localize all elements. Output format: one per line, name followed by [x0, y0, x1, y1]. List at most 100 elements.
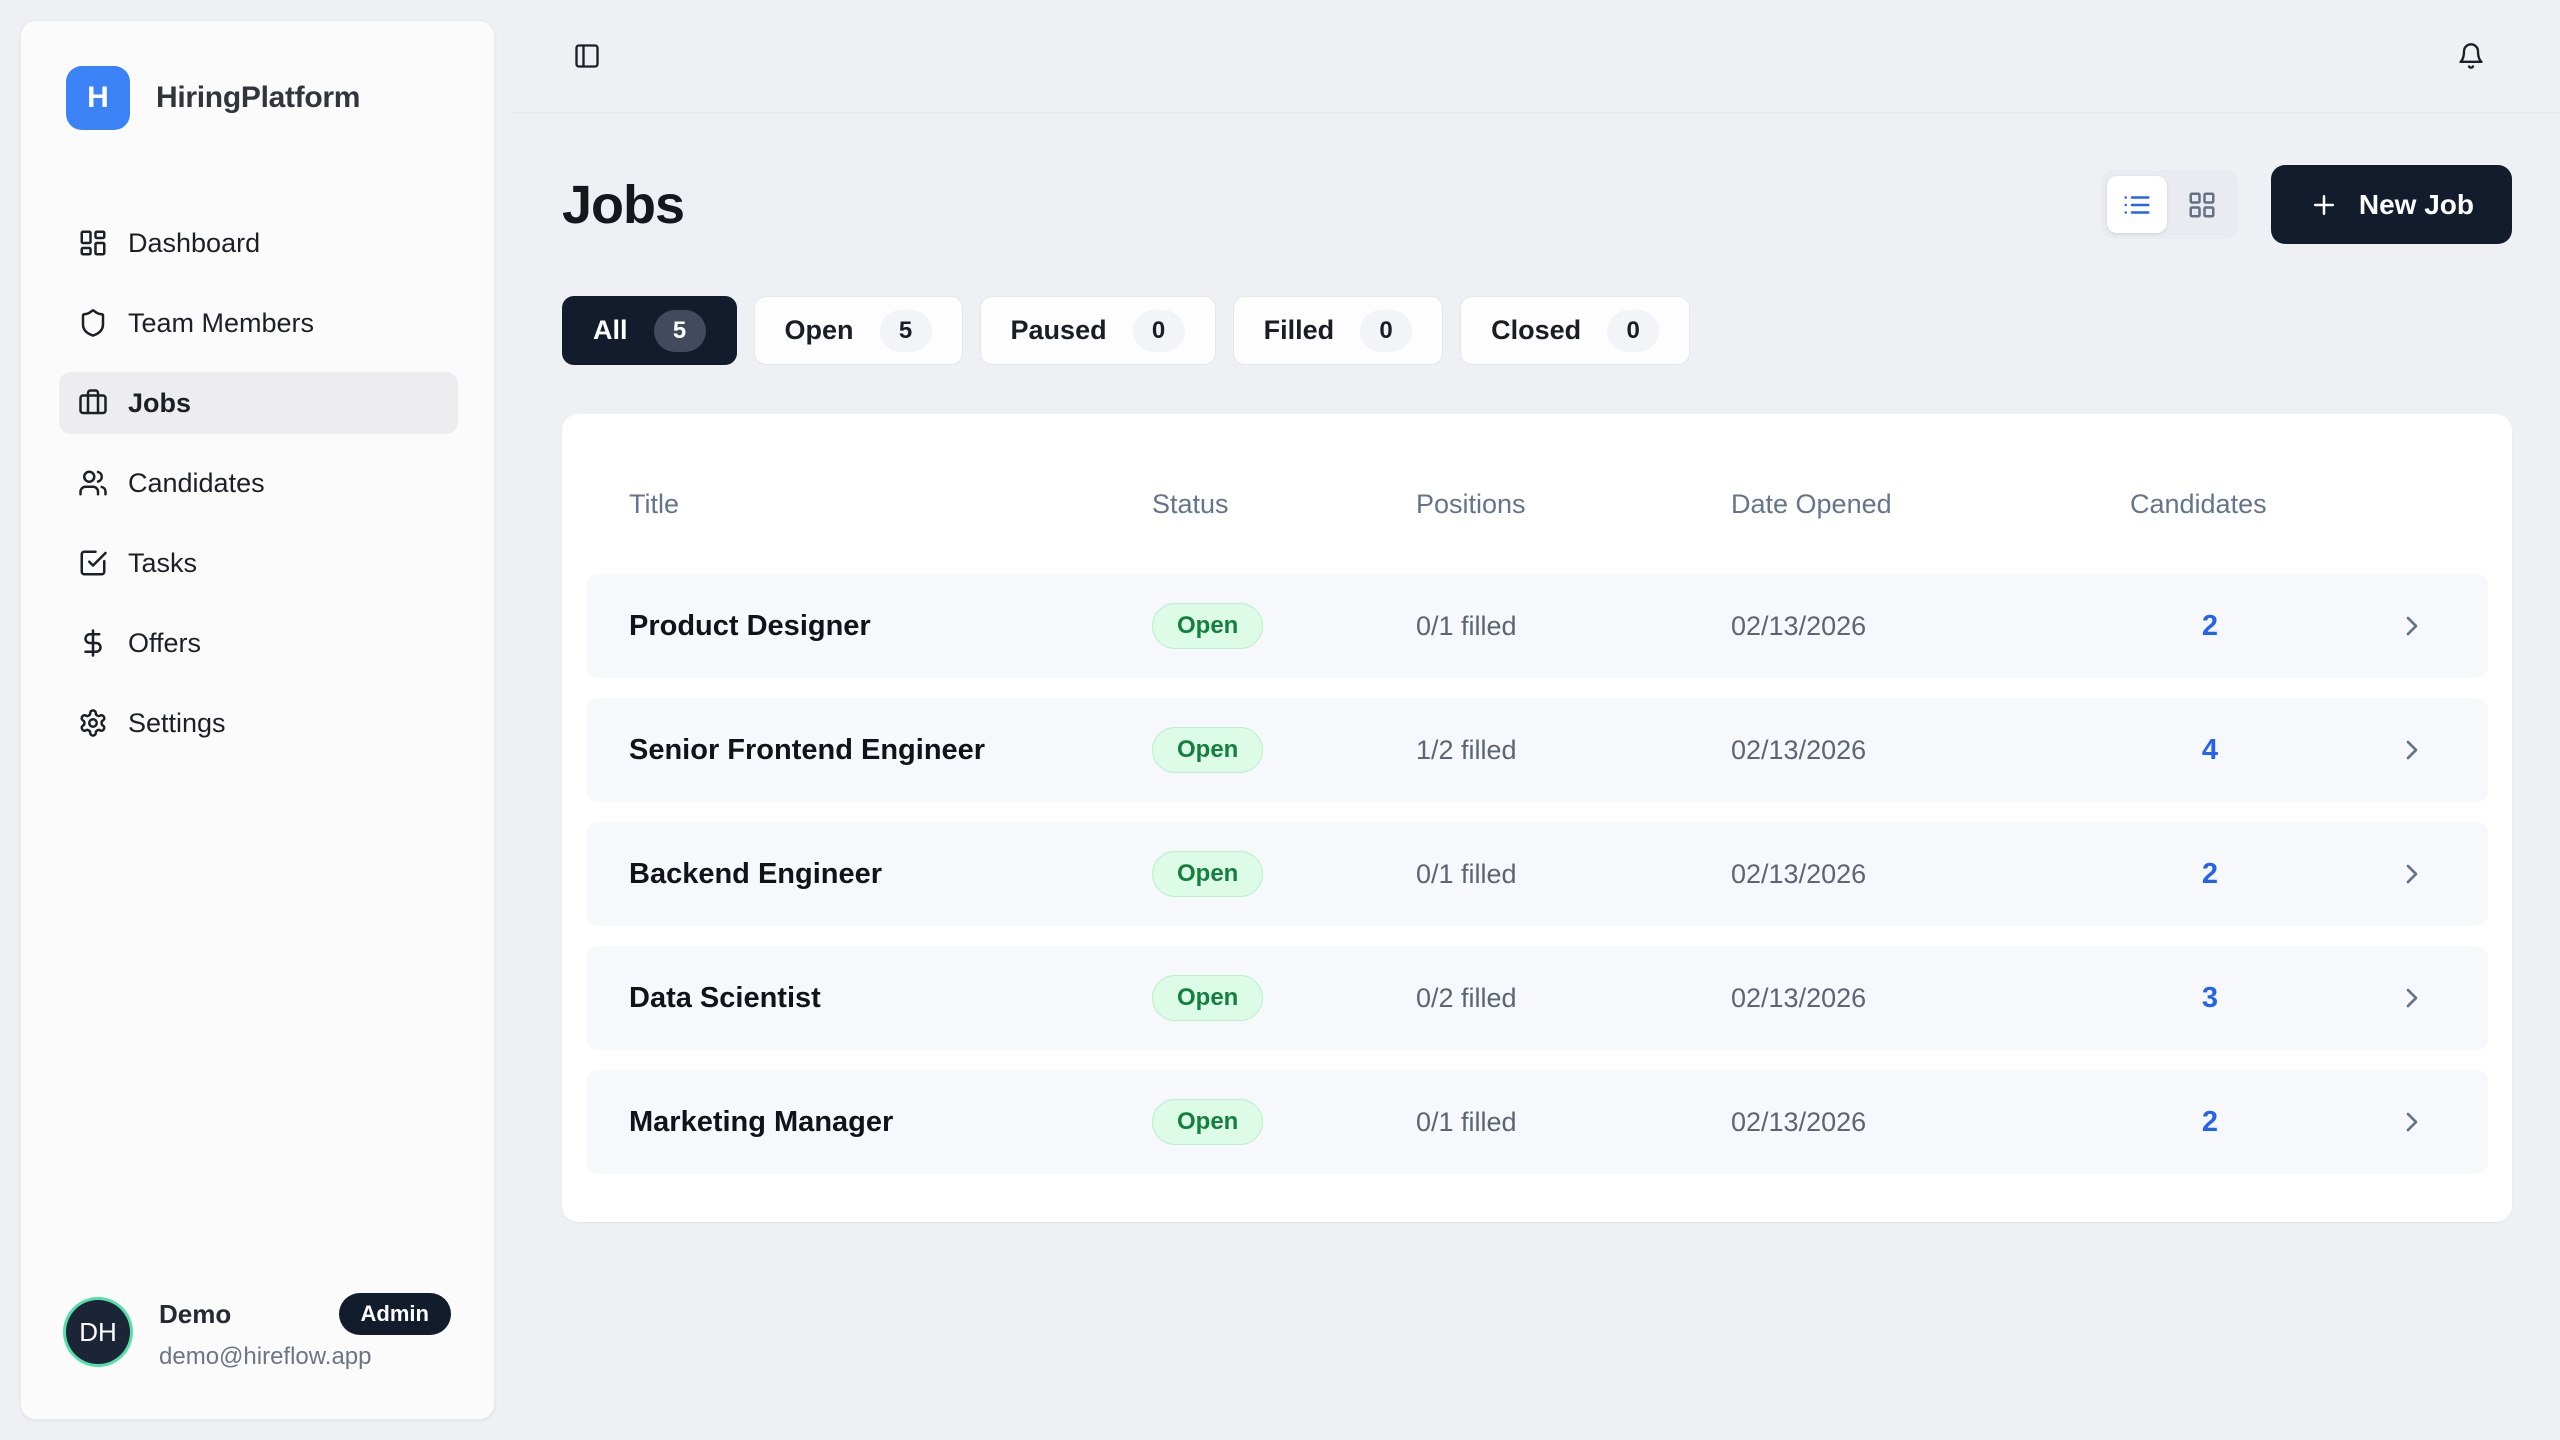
job-candidates-count[interactable]: 4: [2201, 733, 2219, 766]
header-controls: New Job: [2100, 165, 2512, 244]
job-status-cell: Open: [1152, 851, 1416, 897]
sidebar-item-label: Tasks: [128, 547, 198, 578]
sidebar-item-settings[interactable]: Settings: [59, 692, 458, 754]
list-view-button[interactable]: [2106, 176, 2167, 233]
job-date-opened: 02/13/2026: [1731, 734, 1867, 765]
table-row[interactable]: Marketing Manager Open 0/1 filled 02/13/…: [586, 1070, 2488, 1174]
table-row[interactable]: Backend Engineer Open 0/1 filled 02/13/2…: [586, 822, 2488, 926]
table-row[interactable]: Product Designer Open 0/1 filled 02/13/2…: [586, 574, 2488, 678]
status-badge: Open: [1152, 975, 1264, 1021]
table-row[interactable]: Data Scientist Open 0/2 filled 02/13/202…: [586, 946, 2488, 1050]
job-status-cell: Open: [1152, 603, 1416, 649]
list-icon: [2122, 190, 2152, 220]
job-candidates-count[interactable]: 2: [2201, 857, 2219, 890]
notifications-button[interactable]: [2457, 42, 2485, 70]
bell-icon: [2457, 42, 2485, 70]
sidebar-toggle-button[interactable]: [573, 42, 601, 70]
topbar: [512, 0, 2560, 113]
sidebar-item-candidates[interactable]: Candidates: [59, 452, 458, 514]
row-open-button[interactable]: [2290, 858, 2428, 890]
grid-icon: [2187, 190, 2217, 220]
profile-info: Demo Admin demo@hireflow.app: [159, 1293, 451, 1371]
app-title: HiringPlatform: [156, 81, 361, 114]
column-positions: Positions: [1416, 488, 1526, 519]
job-date-opened: 02/13/2026: [1731, 1106, 1867, 1137]
job-positions: 0/1 filled: [1416, 610, 1517, 641]
status-badge: Open: [1152, 1099, 1264, 1145]
page-title: Jobs: [562, 174, 685, 235]
job-title: Marketing Manager: [629, 1105, 894, 1138]
job-date-opened: 02/13/2026: [1731, 610, 1867, 641]
filter-all[interactable]: All 5: [562, 296, 737, 365]
job-date-opened: 02/13/2026: [1731, 858, 1867, 889]
row-open-button[interactable]: [2290, 734, 2428, 766]
sidebar-item-jobs[interactable]: Jobs: [59, 372, 458, 434]
panel-left-icon: [573, 42, 601, 70]
job-candidates-count[interactable]: 2: [2201, 609, 2219, 642]
filter-paused[interactable]: Paused 0: [979, 296, 1216, 365]
sidebar-item-dashboard[interactable]: Dashboard: [59, 212, 458, 274]
sidebar-nav: Dashboard Team Members Jobs Candidates T…: [59, 212, 458, 772]
chevron-right-icon: [2396, 1106, 2428, 1138]
filter-label: Filled: [1263, 315, 1335, 345]
chevron-right-icon: [2396, 982, 2428, 1014]
dashboard-icon: [78, 228, 108, 258]
column-candidates: Candidates: [2130, 488, 2267, 519]
row-open-button[interactable]: [2290, 982, 2428, 1014]
filter-count-badge: 0: [1607, 309, 1660, 352]
sidebar-item-label: Settings: [128, 707, 226, 738]
brand-logo: H: [66, 66, 130, 130]
page-header: Jobs New Job: [562, 165, 2512, 244]
job-status-cell: Open: [1152, 975, 1416, 1021]
job-title: Backend Engineer: [629, 857, 883, 890]
chevron-right-icon: [2396, 610, 2428, 642]
status-badge: Open: [1152, 727, 1264, 773]
brand-logo-letter: H: [87, 81, 109, 114]
brand: H HiringPlatform: [66, 66, 360, 130]
chevron-right-icon: [2396, 858, 2428, 890]
new-job-label: New Job: [2358, 188, 2474, 220]
main-content: Jobs New Job: [512, 113, 2560, 1440]
job-date-opened: 02/13/2026: [1731, 982, 1867, 1013]
job-title: Senior Frontend Engineer: [629, 733, 986, 766]
gear-icon: [78, 708, 108, 738]
column-title: Title: [629, 488, 680, 519]
shield-icon: [78, 308, 108, 338]
job-positions: 1/2 filled: [1416, 734, 1517, 765]
sidebar-item-label: Team Members: [128, 307, 315, 338]
filter-open[interactable]: Open 5: [753, 296, 963, 365]
status-filters: All 5 Open 5 Paused 0 Filled 0 Closed 0: [562, 296, 2512, 365]
filter-label: Closed: [1491, 315, 1582, 345]
new-job-button[interactable]: New Job: [2270, 165, 2512, 244]
sidebar-item-label: Dashboard: [128, 227, 261, 258]
user-profile: DH Demo Admin demo@hireflow.app: [66, 1293, 451, 1371]
row-open-button[interactable]: [2290, 1106, 2428, 1138]
job-title: Product Designer: [629, 609, 871, 642]
table-row[interactable]: Senior Frontend Engineer Open 1/2 filled…: [586, 698, 2488, 802]
column-status: Status: [1152, 488, 1229, 519]
job-positions: 0/1 filled: [1416, 858, 1517, 889]
jobs-table-card: Title Status Positions Date Opened Candi…: [562, 414, 2512, 1222]
filter-count-badge: 0: [1132, 309, 1185, 352]
filter-count-badge: 5: [653, 309, 706, 352]
avatar: DH: [66, 1300, 130, 1364]
job-positions: 0/2 filled: [1416, 982, 1517, 1013]
filter-label: All: [593, 315, 628, 345]
job-candidates-count[interactable]: 2: [2201, 1105, 2219, 1138]
plus-icon: [2309, 190, 2339, 220]
filter-count-badge: 5: [879, 309, 932, 352]
table-header: Title Status Positions Date Opened Candi…: [586, 434, 2488, 574]
status-badge: Open: [1152, 851, 1264, 897]
sidebar-item-tasks[interactable]: Tasks: [59, 532, 458, 594]
sidebar-item-offers[interactable]: Offers: [59, 612, 458, 674]
job-candidates-count[interactable]: 3: [2201, 981, 2219, 1014]
briefcase-icon: [78, 388, 108, 418]
grid-view-button[interactable]: [2172, 176, 2232, 233]
sidebar-item-team-members[interactable]: Team Members: [59, 292, 458, 354]
filter-closed[interactable]: Closed 0: [1460, 296, 1691, 365]
row-open-button[interactable]: [2290, 610, 2428, 642]
filter-label: Open: [784, 315, 854, 345]
sidebar-item-label: Jobs: [128, 387, 192, 418]
filter-filled[interactable]: Filled 0: [1232, 296, 1444, 365]
job-title: Data Scientist: [629, 981, 821, 1014]
